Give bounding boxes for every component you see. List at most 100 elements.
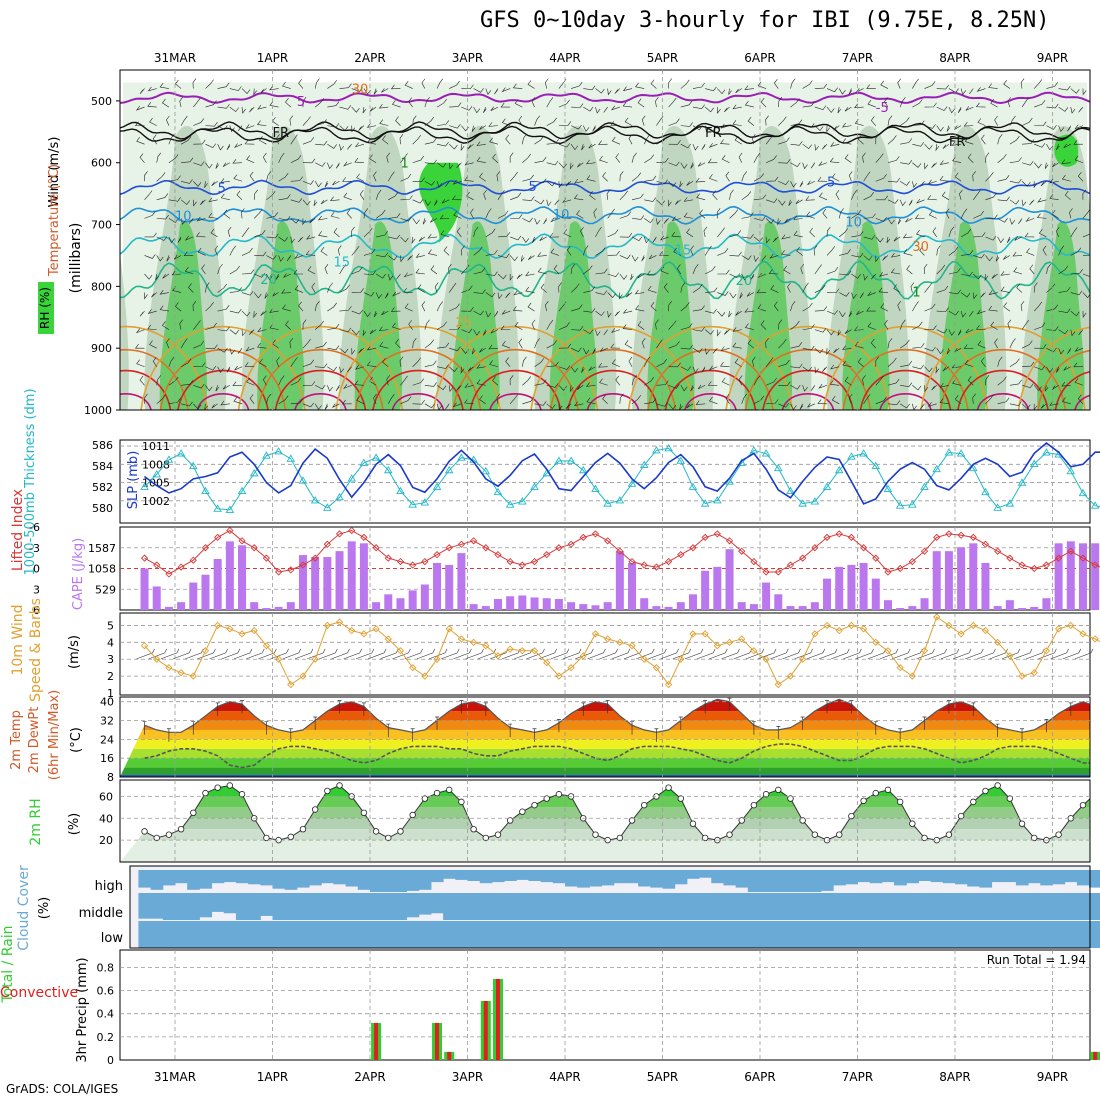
wind-barb <box>485 228 496 238</box>
wind-barb <box>732 327 742 332</box>
wind-barb <box>887 218 895 225</box>
wind-barb <box>570 263 576 275</box>
wind-barb <box>602 394 608 405</box>
wind-barb <box>298 79 304 89</box>
temp-arch <box>842 349 969 410</box>
wind-barb <box>964 137 974 145</box>
slp-tick-label: 1002 <box>142 495 170 508</box>
wind10-barb <box>136 648 155 660</box>
wind-barb <box>577 385 584 390</box>
cloud-cell <box>979 893 993 920</box>
wind-barb <box>814 366 819 374</box>
wind-barb <box>856 87 864 93</box>
temp-arch <box>781 392 835 410</box>
wind-barb <box>351 348 356 356</box>
wind10-marker <box>494 652 502 660</box>
wind-barb <box>705 287 718 293</box>
wind-barb <box>931 385 937 391</box>
wind-barb <box>1082 255 1090 256</box>
wind-barb <box>833 347 840 354</box>
wind-barb <box>229 329 239 335</box>
wind-barb <box>744 323 754 330</box>
wind-barb <box>997 134 1003 145</box>
wind-barb <box>449 303 460 312</box>
temp-bands <box>120 699 1090 777</box>
cloud-cell <box>869 893 883 920</box>
pressure-tick-label: 1000 <box>84 404 112 417</box>
wind-barb <box>249 106 255 113</box>
contour-label: FR <box>273 126 290 141</box>
wind10-marker <box>896 664 904 672</box>
temp-arch <box>647 349 774 410</box>
wind-barb <box>149 340 157 349</box>
wind-barb <box>643 356 651 367</box>
lifted-index-marker <box>543 551 551 559</box>
wind-barb <box>607 250 620 256</box>
wind-barb <box>897 301 901 312</box>
wind-barb <box>366 345 377 351</box>
wind10-barb <box>806 648 826 660</box>
cloud-cell <box>991 870 1005 883</box>
wind-barb <box>354 380 364 386</box>
cloud-cell <box>565 870 578 887</box>
lifted-index-marker <box>189 556 197 564</box>
wind-barb <box>882 255 889 261</box>
wind10-axis-label-b: Speed & Barbs <box>28 598 44 702</box>
wind-barb <box>327 282 333 293</box>
wind-barb <box>436 321 447 330</box>
cloud-cell <box>723 870 737 886</box>
wind-barb <box>744 85 754 90</box>
lifted-index-marker <box>835 530 843 538</box>
cape-bar <box>749 604 758 610</box>
wind-barb <box>826 348 830 356</box>
wind-barb <box>246 377 255 386</box>
wind10-barb <box>258 648 277 660</box>
wind-barb <box>237 125 243 132</box>
precip-tick-label: 0.8 <box>97 961 115 974</box>
wind-barb <box>1046 366 1054 373</box>
wind-barb <box>254 273 266 278</box>
lifted-index-marker <box>250 544 258 552</box>
wind-barb <box>518 115 523 126</box>
rh2m-marker <box>543 795 550 802</box>
cloud-cell <box>394 921 408 948</box>
wind-barb <box>242 269 255 275</box>
wind-barb <box>765 155 777 164</box>
rh-dark-blob <box>744 221 793 410</box>
wind-barb <box>483 329 487 336</box>
cape-bar <box>554 599 563 610</box>
temp-arch <box>335 325 501 410</box>
wind-barb <box>773 301 779 312</box>
wind-barb <box>205 344 218 350</box>
wind-barb <box>421 78 426 89</box>
wind-barb <box>628 356 633 367</box>
wind-barb <box>546 319 554 330</box>
wind-barb <box>721 377 730 386</box>
wind-barb <box>851 292 857 299</box>
cloud-cell <box>552 893 566 920</box>
wind-barb <box>476 379 486 386</box>
wind-barb <box>290 176 303 182</box>
wind-barb <box>704 245 712 256</box>
cloud-cell <box>589 893 603 920</box>
wind-barb <box>193 181 202 187</box>
thickness-marker <box>798 499 807 507</box>
li-axis-label: Lifted Index <box>10 489 26 571</box>
wind-barb <box>592 348 596 355</box>
rh2m-marker <box>324 787 331 795</box>
cloud-cell <box>625 870 639 884</box>
lifted-index-marker <box>226 526 234 535</box>
lifted-index-marker <box>652 563 661 571</box>
cloud-cell <box>357 870 371 890</box>
wind-barb <box>205 100 217 108</box>
cape-bar <box>579 604 588 610</box>
wind-barb <box>211 181 218 186</box>
lifted-index-marker <box>1091 561 1099 569</box>
wind-barb <box>793 230 803 238</box>
wind-barb <box>976 87 986 92</box>
wind10-marker <box>457 635 466 643</box>
wind-barb <box>497 231 511 238</box>
wind-barb <box>818 383 828 389</box>
